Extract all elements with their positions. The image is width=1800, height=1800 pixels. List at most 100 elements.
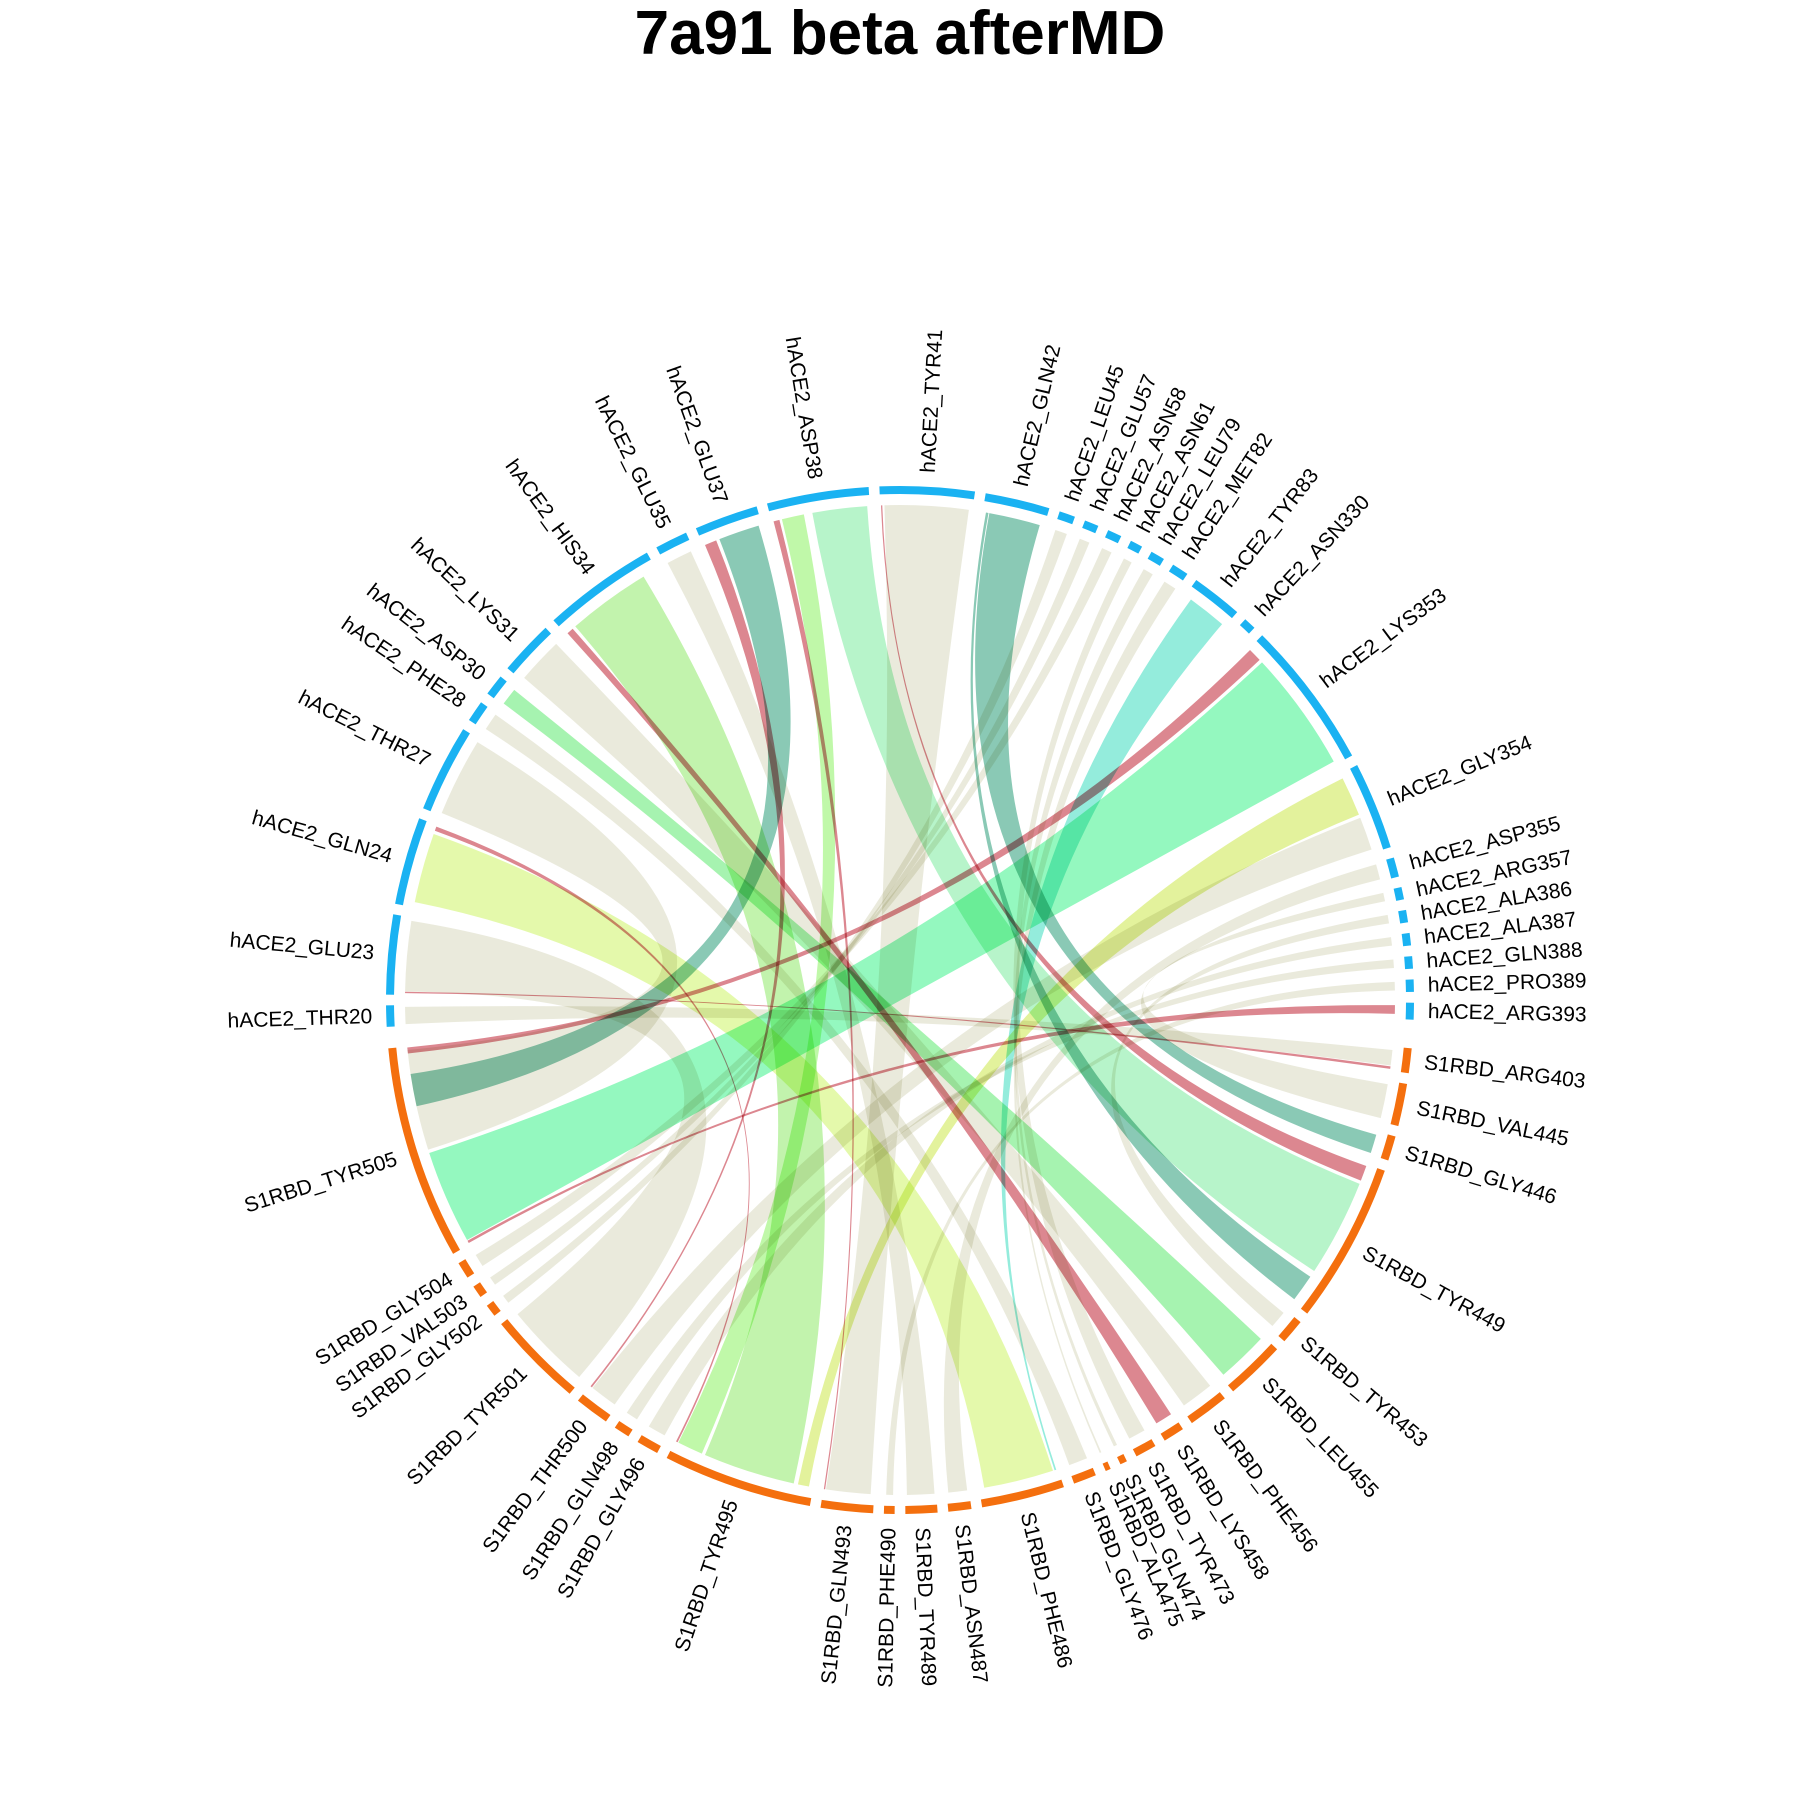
sector-s1rbd-ala475 <box>1102 1461 1111 1472</box>
node-label-hace2-lys353: hACE2_LYS353 <box>1316 584 1451 693</box>
link-hace2-glu23-to-s1rbd-tyr501 <box>405 920 707 1377</box>
sector-s1rbd-gly446 <box>1380 1134 1396 1161</box>
node-label-s1rbd-val445: S1RBD_VAL445 <box>1414 1097 1570 1151</box>
tracks-layer <box>386 485 1414 1514</box>
link-hace2-asp30-to-s1rbd-leu455 <box>503 689 1261 1375</box>
sector-hace2-ala386 <box>1398 909 1409 924</box>
sector-hace2-lys353 <box>1256 635 1353 760</box>
sector-s1rbd-tyr489 <box>905 1504 938 1514</box>
sector-hace2-lys31 <box>507 627 552 674</box>
sector-s1rbd-gln498 <box>614 1420 633 1437</box>
node-label-hace2-glu37: hACE2_GLU37 <box>661 363 732 507</box>
sector-s1rbd-gly476 <box>1071 1467 1096 1484</box>
link-hace2-arg357-to-s1rbd-val445 <box>1140 892 1388 1119</box>
sector-s1rbd-phe486 <box>980 1479 1064 1508</box>
sector-hace2-asp38 <box>766 486 870 512</box>
sector-s1rbd-gln474 <box>1117 1454 1127 1465</box>
sector-s1rbd-gly496 <box>637 1435 661 1453</box>
node-label-hace2-asp38: hACE2_ASP38 <box>781 335 827 480</box>
link-hace2-gln24-to-s1rbd-phe486 <box>414 833 1053 1488</box>
sector-s1rbd-tyr505 <box>388 1047 461 1254</box>
link-hace2-gln42-to-s1rbd-gly446 <box>975 513 1377 1153</box>
node-label-s1rbd-phe490: S1RBD_PHE490 <box>874 1528 900 1688</box>
sector-hace2-thr20 <box>386 1005 395 1027</box>
sector-s1rbd-tyr449 <box>1300 1168 1385 1314</box>
links-layer <box>405 504 1395 1495</box>
sector-s1rbd-gln493 <box>820 1499 874 1514</box>
sector-s1rbd-phe456 <box>1187 1392 1225 1424</box>
sector-s1rbd-gly502 <box>486 1300 501 1316</box>
node-label-hace2-thr27: hACE2_THR27 <box>295 686 435 772</box>
sector-s1rbd-tyr501 <box>501 1319 575 1394</box>
sector-s1rbd-val445 <box>1390 1082 1408 1127</box>
node-label-hace2-gln42: hACE2_GLN42 <box>1010 343 1066 489</box>
node-label-s1rbd-asn487: S1RBD_ASN487 <box>950 1523 992 1685</box>
link-hace2-glu37-to-s1rbd-tyr505 <box>410 525 791 1107</box>
sector-hace2-tyr83 <box>1191 579 1238 619</box>
node-label-s1rbd-tyr505: S1RBD_TYR505 <box>242 1148 400 1218</box>
sector-s1rbd-thr500 <box>577 1394 611 1422</box>
sector-hace2-leu79 <box>1147 551 1164 566</box>
sector-hace2-glu35 <box>656 532 690 555</box>
link-hace2-asn61-to-s1rbd-tyr473 <box>1013 558 1145 1439</box>
sector-s1rbd-phe490 <box>883 1505 895 1514</box>
sector-s1rbd-tyr453 <box>1278 1317 1301 1342</box>
node-label-hace2-arg393: hACE2_ARG393 <box>1428 1000 1587 1026</box>
link-hace2-thr20-to-s1rbd-arg403 <box>405 1006 1393 1066</box>
sector-hace2-glu37 <box>695 506 759 536</box>
node-label-hace2-glu35: hACE2_GLU35 <box>590 393 675 533</box>
sector-s1rbd-tyr473 <box>1132 1439 1156 1457</box>
node-label-s1rbd-arg403: S1RBD_ARG403 <box>1423 1051 1587 1093</box>
link-hace2-gly354-to-s1rbd-thr500 <box>592 817 1372 1405</box>
sector-s1rbd-val503 <box>473 1282 488 1298</box>
sector-hace2-tyr41 <box>879 485 976 500</box>
link-hace2-ala386-to-s1rbd-tyr453 <box>1111 914 1390 1327</box>
node-label-s1rbd-tyr489: S1RBD_TYR489 <box>911 1527 941 1687</box>
node-label-hace2-gln24: hACE2_GLN24 <box>249 806 395 868</box>
sector-s1rbd-tyr495 <box>666 1450 812 1507</box>
sector-s1rbd-leu455 <box>1227 1343 1278 1392</box>
sector-hace2-phe28 <box>468 702 488 725</box>
sector-hace2-leu45 <box>1057 511 1075 525</box>
node-label-hace2-gly354: hACE2_GLY354 <box>1384 731 1535 811</box>
link-hace2-tyr41-to-s1rbd-gln493 <box>825 504 969 1495</box>
node-label-hace2-his34: hACE2_HIS34 <box>501 455 600 579</box>
sector-hace2-arg393 <box>1405 1002 1414 1020</box>
sector-hace2-glu57 <box>1082 520 1099 534</box>
sector-hace2-asn58 <box>1105 530 1122 544</box>
sector-hace2-glu23 <box>386 914 402 995</box>
sector-s1rbd-arg403 <box>1400 1047 1412 1074</box>
link-hace2-asp38-to-s1rbd-tyr449 <box>812 506 1360 1272</box>
node-label-s1rbd-gly446: S1RBD_GLY446 <box>1402 1142 1559 1209</box>
sector-hace2-asn61 <box>1127 540 1143 554</box>
sector-hace2-asp355 <box>1386 857 1399 879</box>
link-hace2-thr27-to-s1rbd-tyr505 <box>407 742 678 1150</box>
sector-s1rbd-asn487 <box>947 1501 972 1512</box>
sector-s1rbd-gly504 <box>458 1259 475 1278</box>
sector-hace2-ala387 <box>1401 932 1412 947</box>
sector-hace2-pro389 <box>1405 979 1414 993</box>
sector-hace2-asn330 <box>1239 619 1255 634</box>
node-label-s1rbd-tyr501: S1RBD_TYR501 <box>403 1362 532 1490</box>
chart-title: 7a91 beta afterMD <box>634 0 1166 68</box>
link-hace2-asp38-to-s1rbd-tyr495 <box>678 514 836 1454</box>
sector-hace2-thr27 <box>423 729 470 812</box>
sector-hace2-asp30 <box>487 676 507 699</box>
node-label-hace2-thr20: hACE2_THR20 <box>227 1005 372 1033</box>
node-label-hace2-glu23: hACE2_GLU23 <box>229 929 375 965</box>
node-label-s1rbd-gln493: S1RBD_GLN493 <box>817 1524 856 1685</box>
node-label-s1rbd-tyr495: S1RBD_TYR495 <box>671 1497 743 1655</box>
node-label-hace2-tyr41: hACE2_TYR41 <box>917 329 948 474</box>
sector-hace2-gln24 <box>395 818 427 906</box>
sector-hace2-his34 <box>553 552 651 627</box>
link-hace2-gln42-to-s1rbd-tyr449 <box>970 512 1311 1300</box>
sector-hace2-met82 <box>1168 564 1188 581</box>
link-hace2-his34-to-s1rbd-lys458 <box>567 628 1172 1424</box>
sector-hace2-arg357 <box>1393 887 1405 901</box>
sector-hace2-gly354 <box>1350 765 1391 850</box>
link-hace2-glu35-to-s1rbd-tyr489 <box>667 551 935 1495</box>
sector-s1rbd-lys458 <box>1160 1422 1183 1441</box>
node-label-hace2-pro389: hACE2_PRO389 <box>1427 969 1586 996</box>
sector-hace2-gln388 <box>1404 956 1414 970</box>
